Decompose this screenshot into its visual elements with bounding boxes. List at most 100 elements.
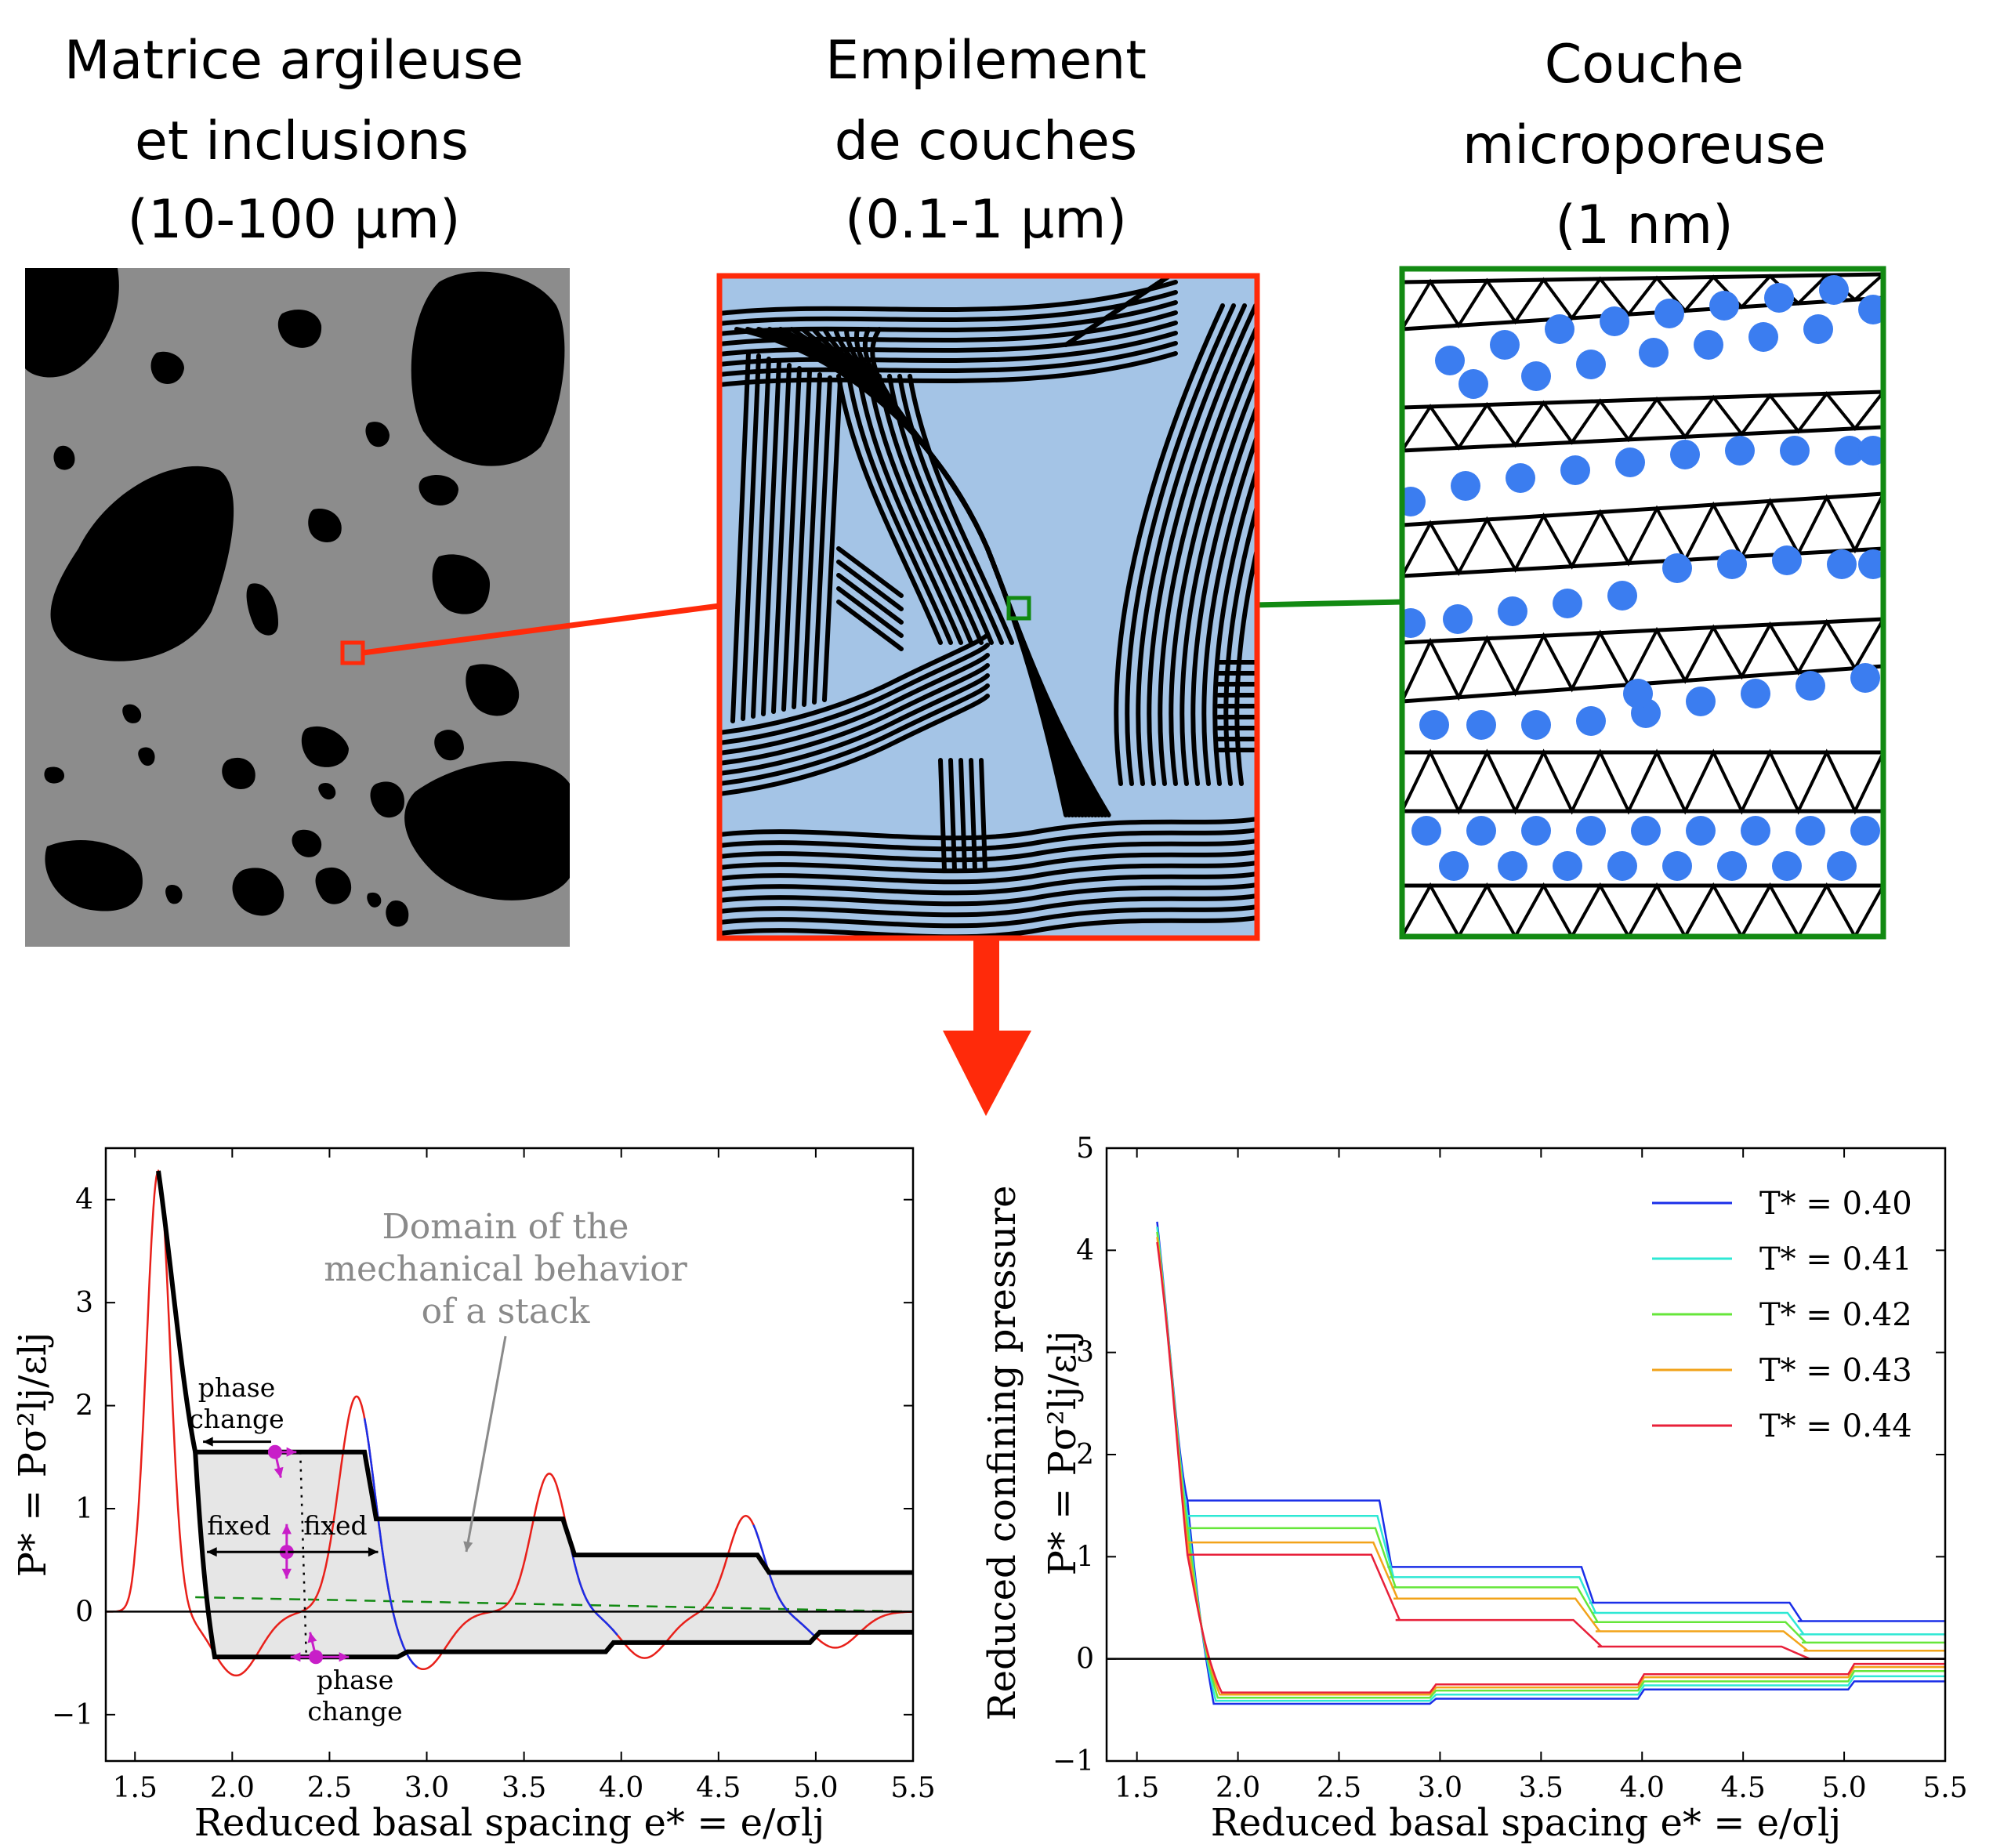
water-molecule (1654, 299, 1684, 328)
inclusion (292, 829, 322, 857)
water-molecule (1607, 581, 1637, 611)
inclusion (301, 726, 349, 767)
legend-entry-label: T* = 0.42 (1759, 1297, 1912, 1333)
water-molecule (1772, 545, 1802, 575)
clay-sheet (836, 600, 904, 651)
fixed-right-label: fixed (303, 1510, 367, 1541)
water-molecule (1623, 679, 1653, 708)
water-molecule (1694, 330, 1723, 360)
x-tick-label: 5.5 (1922, 1772, 1967, 1804)
silicate-zigzag (1402, 882, 1883, 937)
sheet-line (1402, 295, 1883, 332)
clay-sheet (969, 758, 977, 872)
clay-sheet (719, 632, 990, 735)
axes: 1.5 2.0 2.5 3.0 3.5 4.0 4.5 5.0 5.5 −1 0 1 2 3 4 5 (1053, 1132, 1968, 1804)
legend: T* = 0.40 T* = 0.41 T* = 0.42 T* = 0.43 T* =… (1652, 1186, 1912, 1444)
inclusion (246, 583, 278, 636)
x-tick-label: 5.0 (1821, 1772, 1866, 1804)
water-molecule (1521, 361, 1551, 391)
clay-sheet (857, 374, 963, 645)
clay-sheet (1190, 400, 1257, 786)
water-molecule (1780, 436, 1810, 466)
inclusion (25, 268, 119, 378)
domain-label-line-1: Domain of the (382, 1207, 629, 1247)
matrix-title-line-3: (10-100 μm) (127, 189, 460, 251)
inclusion (386, 900, 409, 927)
inclusion (315, 867, 352, 904)
y-tick-label: −1 (52, 1699, 93, 1731)
inclusion (308, 509, 342, 542)
clay-sheet (1158, 321, 1257, 786)
inclusion (232, 868, 284, 916)
water-molecule (1670, 440, 1700, 469)
water-molecule (1709, 291, 1739, 321)
clay-sheet (877, 374, 984, 645)
stack-title: Empilement de couches (0.1-1 μm) (825, 30, 1147, 251)
legend-entry-label: T* = 0.40 (1759, 1186, 1912, 1222)
inclusion (365, 422, 390, 448)
water-molecule (1725, 436, 1755, 466)
series-upper-branch (1156, 1241, 1945, 1660)
water-molecule (1521, 710, 1551, 740)
water-molecule (1498, 596, 1527, 626)
y-tick-label: 1 (75, 1493, 93, 1525)
water-molecule (1553, 589, 1582, 618)
x-tick-label: 2.0 (1216, 1772, 1260, 1804)
axes: 1.5 2.0 2.5 3.0 3.5 4.0 4.5 5.0 5.5 −1 0 1 2 3 4 (52, 1147, 936, 1804)
clay-sheet (836, 374, 943, 645)
y-tick-label: −1 (1053, 1745, 1094, 1777)
clay-sheet (719, 290, 1178, 326)
connector-matrix-to-stack (362, 603, 720, 656)
y-tick-label: 4 (75, 1184, 93, 1216)
arrow-head-icon (281, 1524, 292, 1535)
phase-change-top-line-2: change (189, 1404, 284, 1434)
plot-frame (104, 1147, 915, 1763)
water-molecule (1576, 350, 1606, 379)
y-tick-label: 1 (1076, 1541, 1094, 1573)
y-axis-label: P* = Pσ²lj/εlj (11, 1332, 55, 1578)
layer-title: Couche microporeuse (1 nm) (1462, 34, 1826, 256)
domain-fill (195, 1451, 913, 1658)
layer-border (1399, 266, 1886, 940)
clay-sheet (897, 374, 1004, 645)
phase-change-bottom-line-1: phase (317, 1665, 394, 1695)
clay-sheet (836, 573, 904, 625)
layer-title-line-3: (1 nm) (1555, 194, 1733, 256)
inclusion (434, 730, 464, 761)
inclusion (138, 747, 155, 766)
water-molecule (1521, 816, 1551, 846)
clay-sheet (771, 363, 792, 714)
x-axis-label: Reduced basal spacing e* = e/σlj (194, 1801, 825, 1845)
clay-sheet (958, 758, 967, 872)
y-tick-label: 0 (1076, 1643, 1094, 1676)
clay-sheet (719, 850, 1257, 874)
clay-sheet (822, 379, 842, 702)
water-molecule (1858, 295, 1883, 324)
water-molecule (1748, 322, 1778, 352)
x-axis-label: Reduced basal spacing e* = e/σlj (1211, 1801, 1842, 1845)
y-tick-label: 3 (75, 1287, 93, 1319)
y-tick-label: 4 (1076, 1234, 1094, 1266)
layer-content (1402, 272, 1883, 937)
legend-entry-label: T* = 0.43 (1759, 1353, 1912, 1389)
inclusion (45, 839, 143, 911)
x-tick-label: 2.0 (210, 1772, 255, 1804)
stable-branch (752, 1524, 817, 1638)
stack-title-line-1: Empilement (825, 30, 1147, 92)
silicate-zigzag (1402, 493, 1883, 577)
clay-sheet (719, 861, 1257, 885)
water-molecule (1858, 549, 1883, 579)
clay-sheet (1179, 371, 1257, 786)
matrix-title: Matrice argileuse et inclusions (10-100 … (64, 30, 524, 251)
clay-sheet (812, 375, 832, 705)
x-tick-label: 4.0 (599, 1772, 643, 1804)
water-molecule (1607, 851, 1637, 881)
water-molecule (1850, 663, 1880, 693)
clay-sheet (761, 360, 781, 716)
water-molecule (1560, 455, 1590, 485)
water-molecule (1451, 471, 1480, 501)
clay-sheet (1212, 462, 1257, 786)
x-tick-label: 4.0 (1620, 1772, 1665, 1804)
clay-sheet (719, 915, 1257, 938)
